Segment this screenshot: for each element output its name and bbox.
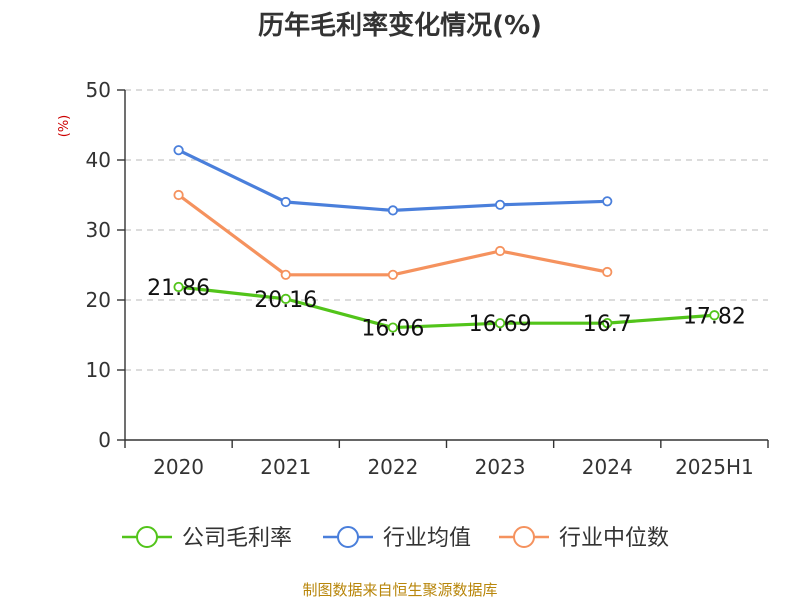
- legend-swatch-marker: [337, 526, 359, 548]
- data-label: 16.7: [583, 312, 632, 337]
- data-point: [602, 317, 613, 329]
- x-tick-label-2024: 2024: [582, 455, 633, 479]
- data-label: 16.69: [469, 312, 532, 337]
- legend-item-3: 行业中位数: [499, 526, 669, 551]
- data-label: 16.06: [361, 317, 424, 342]
- data-point: [494, 245, 506, 257]
- series-2: [173, 145, 613, 216]
- legend-item-2: 行业均值: [323, 526, 471, 551]
- data-label: 17.82: [683, 304, 746, 329]
- x-tick-label-2023: 2023: [475, 455, 526, 479]
- series-1: [173, 281, 720, 333]
- data-point: [173, 281, 184, 293]
- chart-title: 历年毛利率变化情况(%): [258, 10, 542, 41]
- y-axis-label: (%): [57, 115, 72, 138]
- y-tick-label: 50: [86, 78, 111, 102]
- x-tick-label-2022: 2022: [367, 455, 418, 479]
- data-point: [709, 310, 720, 321]
- data-point: [387, 322, 399, 333]
- data-label: 21.86: [147, 276, 210, 301]
- legend-item-1: 公司毛利率: [122, 526, 292, 551]
- data-point: [494, 318, 506, 329]
- series-line-1: [178, 285, 715, 330]
- series-group: [173, 145, 720, 333]
- y-tick-label: 0: [98, 428, 111, 452]
- y-tick-label: 40: [86, 148, 111, 172]
- data-point: [280, 269, 291, 280]
- series-line-2: [177, 148, 608, 212]
- data-point: [173, 189, 184, 201]
- data-point: [173, 145, 184, 156]
- legend: 公司毛利率 行业均值 行业中位数: [122, 526, 669, 551]
- x-tick-labels: 2020 2021 2022 2023 2024 2025H1: [153, 455, 754, 479]
- data-point: [387, 205, 399, 216]
- y-tick-label: 20: [86, 288, 111, 312]
- data-point: [280, 196, 291, 208]
- data-label: 20.16: [254, 288, 317, 313]
- axes: [117, 89, 769, 448]
- series-3: [173, 189, 613, 280]
- source-note: 制图数据来自恒生聚源数据库: [302, 581, 497, 599]
- data-point: [387, 269, 399, 280]
- grid-lines: [125, 89, 768, 371]
- x-tick-label-2025H1: 2025H1: [675, 455, 754, 479]
- y-tick-label: 10: [86, 358, 111, 382]
- legend-label: 行业中位数: [559, 526, 669, 551]
- x-tick-label-2020: 2020: [153, 455, 204, 479]
- data-point: [280, 293, 291, 304]
- legend-swatch-marker: [513, 526, 535, 548]
- legend-label: 行业均值: [383, 526, 471, 551]
- y-tick-label: 30: [86, 218, 111, 242]
- x-tick-label-2021: 2021: [260, 455, 311, 479]
- data-point: [494, 199, 506, 210]
- data-point: [602, 196, 613, 207]
- legend-swatch-marker: [136, 526, 158, 548]
- y-tick-labels: 0 10 20 30 40 50: [86, 78, 111, 452]
- data-labels: 21.86 20.16 16.06 16.69 16.7 17.82: [147, 276, 746, 342]
- legend-label: 公司毛利率: [182, 526, 292, 551]
- data-point: [602, 266, 613, 278]
